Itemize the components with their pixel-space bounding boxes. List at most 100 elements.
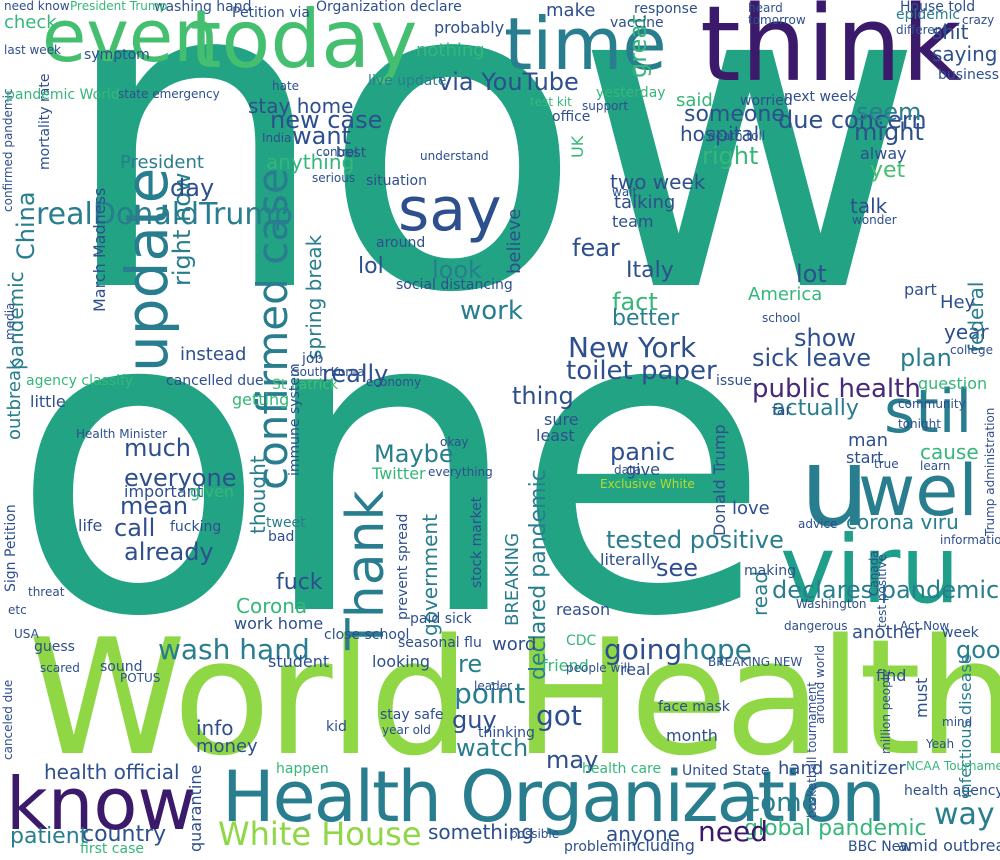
word-work-home: work home (234, 614, 324, 633)
word-america: America (748, 284, 823, 305)
word-cause: cause (920, 440, 979, 464)
word-sound: sound (100, 659, 143, 675)
word-mean: mean (120, 492, 189, 520)
word-okay: okay (440, 435, 469, 449)
word-prevent-spread: prevent spread (395, 513, 411, 620)
word-watch: watch (456, 734, 529, 762)
word-fear: fear (572, 234, 620, 262)
word-maybe: Maybe (374, 440, 454, 468)
word-response: response (634, 1, 698, 17)
word-work: work (460, 296, 523, 326)
word-vaccine: vaccine (610, 15, 664, 31)
word-someone: someone (684, 102, 785, 127)
word-week: week (942, 625, 979, 641)
word-need: need (698, 815, 768, 848)
word-getting: getting (232, 390, 290, 409)
word-show: show (794, 324, 857, 352)
word-worried: worried (740, 93, 793, 109)
word-trump-administration: Trump administration (983, 407, 997, 536)
word-got: got (536, 699, 582, 732)
word-sign-petition: Sign Petition (3, 504, 19, 592)
word-real: real (620, 660, 651, 679)
word-realdonaldtrump: realDonaldTrump (36, 197, 293, 232)
word-true: true (874, 457, 899, 471)
word-advice: advice (798, 517, 838, 531)
word-usa: USA (14, 627, 39, 641)
word-next-week: next week (784, 89, 857, 105)
word-test-kit: test kit (530, 95, 572, 109)
word-world-health: World Health (28, 604, 1000, 791)
word-organization-declare: Organization declare (316, 0, 462, 15)
word-patient: patient (10, 824, 89, 849)
word-country: country (82, 822, 167, 847)
word-scared: scared (40, 661, 80, 675)
word-hate: hate (272, 79, 300, 93)
word-seem: seem (856, 98, 922, 126)
word-new-case: new case (270, 106, 383, 134)
word-re: re (458, 650, 483, 678)
word-fucking: fucking (170, 519, 222, 535)
word-march-madness: March Madness (90, 187, 109, 312)
word-st-patrick: St Patrick (272, 377, 339, 393)
word-must: must (912, 677, 931, 718)
word-everyone: everyone (124, 464, 237, 492)
word-petition-via: Petition via (232, 5, 310, 21)
word-office: office (552, 109, 591, 125)
word-tweet: tweet (266, 515, 306, 531)
word-threat: threat (28, 585, 65, 599)
word-possible: possible (510, 827, 560, 841)
word-confirmed-pandemic: confirmed pandemic (1, 88, 15, 212)
word-say: say (398, 175, 502, 245)
word-college: college (950, 343, 993, 357)
word-wel: wel (858, 450, 978, 532)
word-situation: situation (366, 173, 427, 189)
word-uk: UK (568, 135, 587, 158)
word-bad: bad (268, 529, 295, 545)
word-said: said (676, 90, 713, 111)
word-health-minister: Health Minister (76, 427, 168, 441)
word-new-york: New York (568, 331, 697, 364)
word-much: much (124, 434, 191, 462)
word-man: man (848, 430, 888, 451)
word-stay-safe: stay safe (380, 707, 444, 723)
word-better: better (612, 306, 680, 331)
word-social-distancing: social distancing (396, 277, 513, 293)
word-serious: serious (312, 171, 356, 185)
word-wash-hand: wash hand (158, 633, 310, 666)
word-start: start (846, 448, 884, 467)
word-crazy: crazy (962, 13, 995, 27)
word-talk: talk (850, 194, 888, 218)
word-united-state: United State (682, 763, 770, 779)
word-president: President (120, 152, 204, 173)
word-spring-break: spring break (302, 234, 326, 360)
word-anything: anything (266, 150, 355, 174)
word-guy: guy (452, 706, 497, 734)
word-canceled-due: canceled due (1, 679, 15, 760)
word-kid: kid (326, 719, 347, 735)
word-seasonal-flu: seasonal flu (398, 635, 482, 651)
word-looking: looking (372, 652, 431, 671)
word-live-update: live update (368, 73, 447, 89)
word-house-told: House told (900, 0, 976, 15)
word-probably: probably (434, 18, 505, 37)
word-month: month (666, 726, 718, 745)
word-act-now: Act Now (900, 619, 950, 633)
word-look: look (432, 256, 482, 284)
word-lol: lol (358, 254, 384, 279)
word-happen: happen (276, 761, 329, 777)
word-yesterday: yesterday (596, 85, 666, 101)
word-going: going (604, 633, 683, 666)
word-corona-viru: corona viru (846, 510, 959, 534)
word-good: good (956, 636, 1000, 664)
word-right: right (702, 142, 759, 170)
word-come: come (746, 788, 818, 818)
word-test-positive: test positive (875, 554, 889, 628)
word-hand-sanitizer: hand sanitizer (778, 758, 906, 779)
word-little: little (30, 392, 66, 411)
word-declares-pandemic: declares pandemic (772, 576, 1000, 604)
word-info: info (196, 716, 234, 740)
word-question: question (918, 374, 988, 393)
word-potus: POTUS (120, 671, 161, 685)
word-call: call (114, 514, 156, 542)
